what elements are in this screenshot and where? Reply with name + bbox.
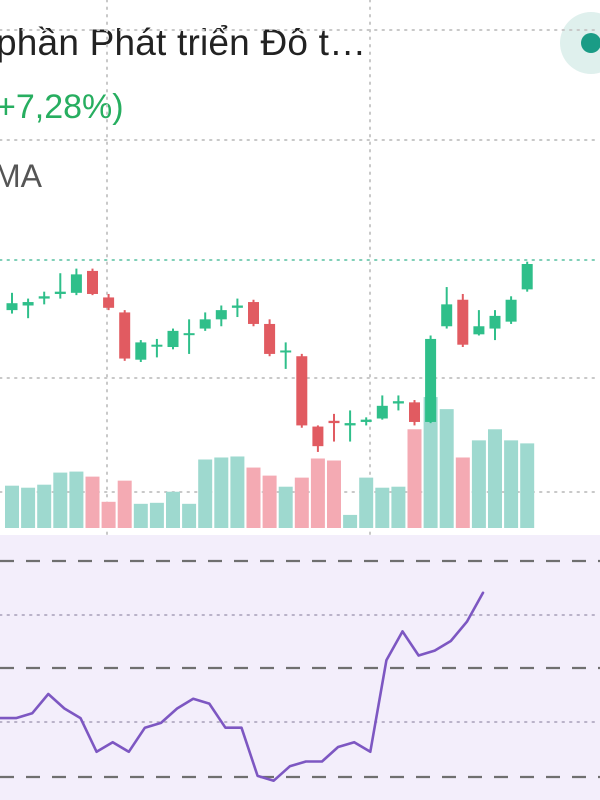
candle-body-18 — [296, 356, 308, 426]
candle-body-3 — [54, 291, 66, 294]
candle-body-28 — [457, 299, 469, 345]
volume-bar-14 — [230, 456, 245, 528]
volume-bar-19 — [310, 458, 325, 528]
candle-body-21 — [344, 423, 356, 426]
volume-bar-29 — [471, 440, 486, 528]
volume-bar-8 — [133, 503, 148, 528]
candle-body-0 — [6, 303, 18, 311]
candle-body-25 — [409, 402, 420, 422]
volume-bar-9 — [149, 502, 164, 528]
volume-bar-3 — [53, 472, 68, 528]
candle-body-4 — [70, 274, 82, 293]
rsi-panel — [0, 535, 600, 800]
volume-bar-4 — [69, 471, 84, 528]
candle-body-32 — [521, 264, 533, 290]
volume-bar-30 — [488, 429, 502, 528]
volume-bar-12 — [198, 459, 213, 528]
candle-body-27 — [441, 304, 453, 327]
candle-body-11 — [183, 333, 195, 336]
volume-bar-26 — [423, 397, 438, 528]
candle-body-2 — [38, 296, 50, 299]
volume-bar-28 — [455, 457, 470, 528]
rsi-line — [0, 591, 485, 783]
candles — [6, 261, 533, 452]
volume-bar-20 — [327, 460, 341, 528]
volume-bar-18 — [294, 477, 309, 528]
candle-body-5 — [87, 270, 98, 294]
candle-body-7 — [119, 312, 131, 359]
volume-bar-22 — [359, 477, 374, 528]
volume-bar-15 — [246, 467, 261, 528]
volume-bar-16 — [262, 475, 277, 528]
candle-body-15 — [248, 302, 259, 324]
volume-bars — [5, 397, 535, 528]
volume-bar-6 — [101, 501, 116, 528]
volume-bar-27 — [439, 409, 454, 528]
stock-title: phần Phát triển Đô t… — [0, 22, 367, 63]
candle-body-26 — [425, 338, 437, 422]
volume-bar-23 — [375, 487, 390, 528]
candle-body-14 — [231, 305, 243, 308]
candle-body-30 — [489, 315, 501, 329]
volume-bar-10 — [166, 491, 180, 528]
volume-bar-11 — [182, 503, 197, 528]
status-dot-icon — [581, 33, 600, 53]
volume-bar-0 — [5, 485, 19, 528]
volume-bar-17 — [278, 486, 293, 528]
volume-bar-5 — [85, 476, 100, 528]
volume-bar-21 — [343, 514, 358, 528]
candle-body-10 — [167, 330, 179, 348]
candle-body-8 — [135, 342, 147, 360]
volume-bar-2 — [37, 484, 52, 528]
candle-body-6 — [103, 297, 115, 308]
candle-body-20 — [328, 420, 340, 424]
volume-bar-13 — [214, 457, 229, 528]
volume-bar-7 — [117, 480, 132, 528]
price-change-percent: +7,28%) — [0, 88, 124, 126]
volume-bar-32 — [520, 443, 535, 528]
candle-body-19 — [312, 426, 324, 447]
volume-bar-31 — [504, 440, 519, 528]
candle-body-13 — [215, 310, 227, 320]
candle-body-9 — [151, 344, 163, 347]
indicator-label[interactable]: MA — [0, 158, 42, 194]
candle-body-31 — [505, 299, 517, 322]
candle-body-24 — [392, 401, 404, 404]
candle-body-23 — [376, 405, 388, 419]
volume-bar-24 — [391, 486, 406, 528]
candle-body-17 — [280, 350, 292, 353]
candle-body-1 — [22, 302, 34, 306]
candle-body-12 — [199, 319, 211, 329]
candle-body-29 — [473, 326, 485, 335]
volume-bar-1 — [21, 487, 36, 528]
volume-bar-25 — [407, 429, 422, 528]
candle-body-22 — [360, 419, 372, 422]
candle-body-16 — [264, 323, 276, 354]
